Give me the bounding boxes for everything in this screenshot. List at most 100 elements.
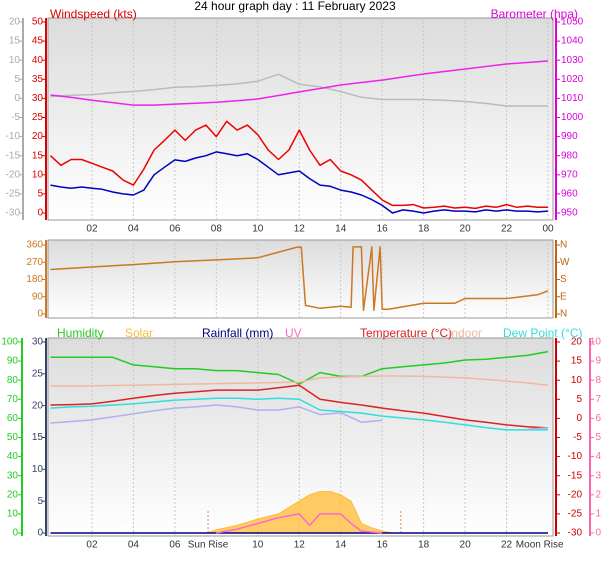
y-tick-label: 0 bbox=[37, 309, 43, 320]
legend-label: Indoor bbox=[448, 326, 482, 340]
y-tick-label: 0 bbox=[14, 93, 20, 104]
y-tick-label: 5 bbox=[37, 496, 43, 507]
legend-label: Temperature (°C) bbox=[360, 326, 452, 340]
y-tick-label: 30 bbox=[32, 93, 44, 104]
y-tick-label: -25 bbox=[568, 509, 583, 520]
y-tick-label: 1040 bbox=[561, 36, 584, 47]
y-tick-label: 15 bbox=[32, 150, 44, 161]
y-tick-label: 15 bbox=[32, 432, 44, 443]
y-tick-label: 980 bbox=[561, 150, 578, 161]
y-tick-label: 100 bbox=[1, 337, 18, 348]
y-tick-label: 0 bbox=[576, 413, 582, 424]
y-tick-label: 25 bbox=[32, 112, 44, 123]
y-tick-label: 3 bbox=[595, 470, 601, 481]
plot-area bbox=[47, 17, 554, 221]
y-tick-label: 35 bbox=[32, 74, 44, 85]
series-line bbox=[50, 151, 549, 214]
y-tick-label: 5 bbox=[14, 74, 20, 85]
y-tick-label: 950 bbox=[561, 208, 578, 219]
y-tick-label: 45 bbox=[32, 36, 44, 47]
y-tick-label: 5 bbox=[595, 432, 601, 443]
legend-label: Humidity bbox=[57, 326, 104, 340]
y-tick-label: 10 bbox=[571, 375, 583, 386]
y-tick-label: S bbox=[560, 274, 567, 285]
series-line bbox=[49, 120, 548, 210]
y-tick-label: 10 bbox=[32, 464, 44, 475]
y-tick-label: N bbox=[560, 309, 567, 320]
y-tick-label: 80 bbox=[7, 375, 19, 386]
y-tick-label: -5 bbox=[11, 112, 20, 123]
y-tick-label: 4 bbox=[595, 451, 601, 462]
series-line bbox=[50, 60, 549, 106]
x-tick-label: 12 bbox=[294, 224, 306, 235]
y-tick-label: 90 bbox=[32, 291, 44, 302]
y-tick-label: 0 bbox=[37, 528, 43, 539]
y-tick-label: 1030 bbox=[561, 55, 584, 66]
y-tick-label: -30 bbox=[6, 208, 21, 219]
y-tick-label: 0 bbox=[12, 528, 18, 539]
y-tick-label: 20 bbox=[32, 400, 44, 411]
x-tick-label: 22 bbox=[501, 224, 513, 235]
x-tick-label: 22 bbox=[501, 540, 513, 551]
axis-title: Windspeed (kts) bbox=[50, 7, 137, 21]
x-tick-label: 18 bbox=[418, 540, 430, 551]
y-tick-label: 70 bbox=[7, 394, 19, 405]
y-tick-label: 1000 bbox=[561, 112, 584, 123]
series-line bbox=[50, 375, 549, 387]
x-tick-label: 08 bbox=[211, 224, 223, 235]
y-tick-label: 270 bbox=[26, 257, 43, 268]
y-tick-label: 10 bbox=[7, 509, 19, 520]
y-tick-label: 50 bbox=[32, 17, 44, 28]
y-tick-label: 40 bbox=[32, 55, 44, 66]
x-tick-label: 20 bbox=[460, 540, 472, 551]
y-tick-label: 50 bbox=[7, 432, 19, 443]
x-tick-label: 20 bbox=[460, 224, 472, 235]
x-tick-label: 14 bbox=[335, 224, 347, 235]
y-tick-label: -25 bbox=[6, 189, 21, 200]
y-tick-label: 970 bbox=[561, 169, 578, 180]
y-tick-label: 5 bbox=[576, 394, 582, 405]
y-tick-label: 25 bbox=[32, 368, 44, 379]
legend-label: Solar bbox=[125, 326, 153, 340]
x-tick-label: 18 bbox=[418, 224, 430, 235]
y-tick-label: 6 bbox=[595, 413, 601, 424]
y-tick-label: 10 bbox=[590, 337, 602, 348]
y-tick-label: -20 bbox=[6, 169, 21, 180]
x-tick-label: 10 bbox=[252, 540, 264, 551]
y-tick-label: 90 bbox=[7, 356, 19, 367]
y-tick-label: 10 bbox=[9, 55, 21, 66]
y-tick-label: 20 bbox=[571, 337, 583, 348]
y-tick-label: -15 bbox=[6, 150, 21, 161]
y-tick-label: 960 bbox=[561, 189, 578, 200]
x-tick-label: 04 bbox=[128, 224, 140, 235]
y-tick-label: 7 bbox=[595, 394, 601, 405]
series-line bbox=[50, 397, 548, 431]
plot-area bbox=[47, 239, 554, 319]
y-tick-label: W bbox=[560, 257, 570, 268]
y-tick-label: 990 bbox=[561, 131, 578, 142]
y-tick-label: -10 bbox=[6, 131, 21, 142]
x-tick-label: 00 bbox=[542, 224, 554, 235]
y-tick-label: 20 bbox=[9, 17, 21, 28]
y-tick-label: 15 bbox=[571, 356, 583, 367]
annotation: Sun Rise bbox=[188, 540, 229, 551]
y-tick-label: 0 bbox=[595, 528, 601, 539]
y-tick-label: 8 bbox=[595, 375, 601, 386]
series-line bbox=[50, 404, 549, 430]
y-tick-label: 1 bbox=[595, 509, 601, 520]
legend-label: Dew Point (°C) bbox=[503, 326, 582, 340]
y-tick-label: 20 bbox=[7, 489, 19, 500]
solar-area bbox=[205, 491, 393, 534]
chart-title: 24 hour graph day : 11 February 2023 bbox=[194, 0, 396, 13]
y-tick-label: 40 bbox=[7, 451, 19, 462]
y-tick-label: -30 bbox=[568, 528, 583, 539]
x-tick-label: 14 bbox=[335, 540, 347, 551]
y-tick-label: 1020 bbox=[561, 74, 584, 85]
y-tick-label: E bbox=[560, 291, 567, 302]
y-tick-label: 1010 bbox=[561, 93, 584, 104]
x-tick-label: 16 bbox=[377, 540, 389, 551]
x-tick-label: 02 bbox=[86, 540, 98, 551]
x-tick-label: 16 bbox=[377, 224, 389, 235]
y-tick-label: 15 bbox=[9, 36, 21, 47]
y-tick-label: 0 bbox=[37, 208, 43, 219]
